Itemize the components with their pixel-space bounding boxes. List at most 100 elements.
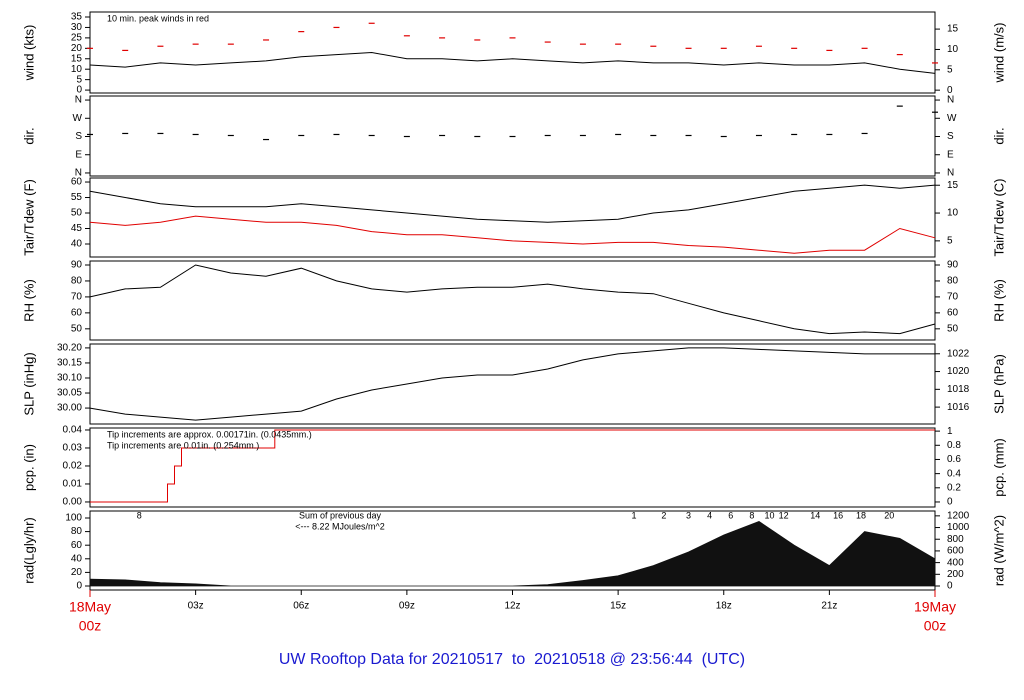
panel-frame xyxy=(89,427,936,508)
rad-marker: 20 xyxy=(884,510,894,520)
y-tick-label: 80 xyxy=(71,276,83,287)
note: Tip increments are approx. 0.00171in. (0… xyxy=(107,429,312,439)
date-label: 18May xyxy=(69,599,111,615)
y2-axis-label: pcp. (mm) xyxy=(991,438,1006,497)
y2-axis-label: SLP (hPa) xyxy=(991,354,1006,414)
y2-tick-label: W xyxy=(947,113,957,124)
rad-marker: 18 xyxy=(856,510,866,520)
y-tick-label: 20 xyxy=(71,567,83,578)
y2-tick-label: 0.6 xyxy=(947,454,961,465)
line xyxy=(89,184,936,223)
x-tick-label: 06z xyxy=(293,601,309,612)
y2-tick-label: 15 xyxy=(947,24,959,35)
point xyxy=(263,138,270,141)
point xyxy=(403,135,410,138)
panel-frame xyxy=(89,177,936,258)
peak-mark xyxy=(157,45,164,47)
point xyxy=(87,133,93,136)
y2-tick-label: S xyxy=(947,131,954,142)
peak-mark xyxy=(932,62,938,64)
y2-tick-label: 15 xyxy=(947,180,959,191)
peak-mark xyxy=(192,43,199,45)
y2-tick-label: 0 xyxy=(947,85,953,96)
rad-marker: 6 xyxy=(728,510,733,520)
y2-tick-label: 1022 xyxy=(947,348,970,359)
y-tick-label: 50 xyxy=(71,323,83,334)
peak-mark xyxy=(579,43,586,45)
y2-tick-label: 800 xyxy=(947,534,964,545)
y-tick-label: 0 xyxy=(76,581,82,592)
time-label: 00z xyxy=(924,618,947,634)
note: Tip increments are 0.01in. (0.254mm.) xyxy=(107,440,259,450)
y-tick-label: 80 xyxy=(71,526,83,537)
y-tick-label: 0.02 xyxy=(63,461,83,472)
point xyxy=(826,133,833,136)
y2-tick-label: 1018 xyxy=(947,384,970,395)
area xyxy=(89,520,936,587)
y-tick-label: 20 xyxy=(71,43,83,54)
y2-tick-label: 0 xyxy=(947,581,953,592)
rad-marker: 14 xyxy=(810,510,820,520)
point xyxy=(755,134,762,137)
y-tick-label: 60 xyxy=(71,308,83,319)
y2-axis-label: wind (m/s) xyxy=(991,23,1006,84)
y2-tick-label: 1200 xyxy=(947,510,970,521)
y-tick-label: S xyxy=(75,131,82,142)
y2-axis-label: RH (%) xyxy=(991,279,1006,322)
point xyxy=(157,132,164,135)
point xyxy=(227,134,234,137)
point xyxy=(932,111,938,113)
y2-axis-label: rad (W/m^2) xyxy=(991,515,1006,586)
y2-tick-label: 60 xyxy=(947,308,959,319)
point xyxy=(896,105,903,107)
panel-frame xyxy=(89,343,936,425)
rad-marker: 4 xyxy=(707,510,712,520)
peak-mark xyxy=(826,49,833,52)
y-tick-label: 40 xyxy=(71,553,83,564)
rad-marker: 8 xyxy=(137,510,142,520)
y-tick-label: 25 xyxy=(71,33,83,44)
peak-mark xyxy=(755,45,762,47)
y-tick-label: 40 xyxy=(71,239,83,250)
y-tick-label: 15 xyxy=(71,53,83,64)
y2-tick-label: 1016 xyxy=(947,402,970,413)
date-label: 19May xyxy=(914,599,956,615)
y2-tick-label: E xyxy=(947,149,954,160)
point xyxy=(474,135,481,138)
point xyxy=(439,134,446,137)
y-tick-label: 30.00 xyxy=(57,403,82,414)
time-label: 00z xyxy=(79,618,102,634)
peak-mark xyxy=(650,45,657,47)
peak-mark xyxy=(298,31,305,33)
y-axis-label: pcp. (in) xyxy=(21,444,36,491)
y2-tick-label: 1 xyxy=(947,426,953,437)
point xyxy=(579,134,586,137)
y2-tick-label: 600 xyxy=(947,546,964,557)
y-tick-label: 45 xyxy=(71,223,83,234)
y-tick-label: 100 xyxy=(65,513,82,524)
x-tick-label: 15z xyxy=(610,601,626,612)
point xyxy=(192,133,199,136)
y2-tick-label: 0.4 xyxy=(947,468,961,479)
y-tick-label: E xyxy=(75,149,82,160)
rad-marker: 10 xyxy=(765,510,775,520)
panel-frame xyxy=(89,95,936,177)
y-axis-label: RH (%) xyxy=(21,279,36,322)
x-tick-label: 09z xyxy=(399,601,415,612)
y2-tick-label: 90 xyxy=(947,260,959,271)
peak-mark xyxy=(368,22,375,24)
peak-mark xyxy=(87,47,93,49)
line xyxy=(89,264,936,335)
y-tick-label: 30.10 xyxy=(57,373,82,384)
x-tick-label: 03z xyxy=(188,601,204,612)
peak-mark xyxy=(439,37,446,39)
y-tick-label: 0.01 xyxy=(63,479,83,490)
point xyxy=(368,134,375,137)
y-tick-label: 30.15 xyxy=(57,358,82,369)
y2-tick-label: 0 xyxy=(947,497,953,508)
peak-mark xyxy=(509,37,516,39)
point xyxy=(615,133,622,136)
panel-frame xyxy=(89,260,936,341)
y-tick-label: 5 xyxy=(76,74,82,85)
